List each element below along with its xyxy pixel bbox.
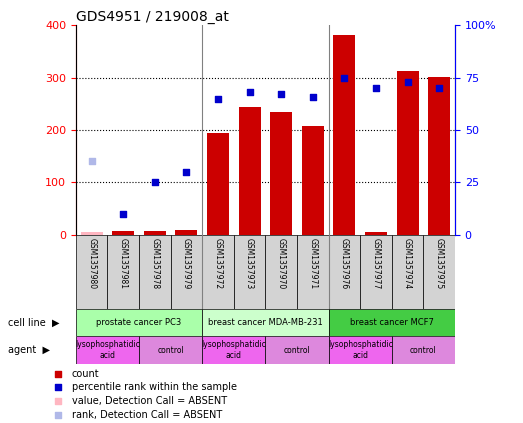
Bar	[333, 35, 356, 235]
Point	[214, 95, 222, 102]
Point	[340, 74, 349, 81]
Text: lysophosphatidic
acid: lysophosphatidic acid	[328, 341, 393, 360]
Point	[54, 412, 62, 418]
Bar	[76, 309, 202, 336]
Text: percentile rank within the sample: percentile rank within the sample	[72, 382, 237, 393]
Bar	[207, 133, 229, 235]
Bar	[328, 309, 455, 336]
Text: control: control	[410, 346, 437, 354]
Bar	[302, 126, 324, 235]
Bar	[107, 235, 139, 309]
Bar	[170, 235, 202, 309]
Text: lysophosphatidic
acid: lysophosphatidic acid	[201, 341, 266, 360]
Text: breast cancer MDA-MB-231: breast cancer MDA-MB-231	[208, 318, 323, 327]
Text: GSM1357976: GSM1357976	[340, 239, 349, 290]
Point	[309, 93, 317, 100]
Bar	[175, 230, 198, 235]
Point	[54, 398, 62, 404]
Bar	[234, 235, 266, 309]
Point	[119, 211, 128, 217]
Point	[54, 370, 62, 377]
Text: GSM1357979: GSM1357979	[182, 239, 191, 290]
Point	[182, 169, 190, 176]
Text: GSM1357972: GSM1357972	[213, 239, 222, 290]
Text: rank, Detection Call = ABSENT: rank, Detection Call = ABSENT	[72, 410, 222, 420]
Point	[245, 89, 254, 96]
Text: GSM1357971: GSM1357971	[309, 239, 317, 290]
Text: GSM1357974: GSM1357974	[403, 239, 412, 290]
Bar	[365, 232, 387, 235]
Text: count: count	[72, 369, 99, 379]
Text: GSM1357977: GSM1357977	[371, 239, 381, 290]
Bar	[428, 77, 450, 235]
Bar	[139, 235, 170, 309]
Bar	[202, 309, 328, 336]
Text: GSM1357980: GSM1357980	[87, 239, 96, 290]
Bar	[396, 71, 419, 235]
Text: GSM1357978: GSM1357978	[150, 239, 160, 290]
Bar	[76, 235, 107, 309]
Point	[87, 158, 96, 165]
Text: agent  ▶: agent ▶	[8, 345, 50, 355]
Text: cell line  ▶: cell line ▶	[8, 318, 59, 327]
Bar	[392, 235, 424, 309]
Bar	[297, 235, 328, 309]
Bar	[424, 235, 455, 309]
Bar	[266, 235, 297, 309]
Text: GSM1357981: GSM1357981	[119, 239, 128, 289]
Point	[403, 79, 412, 85]
Text: GSM1357970: GSM1357970	[277, 239, 286, 290]
Bar	[112, 231, 134, 235]
Point	[54, 384, 62, 391]
Bar	[328, 235, 360, 309]
Bar	[76, 336, 139, 364]
Point	[277, 91, 286, 98]
Bar	[202, 235, 234, 309]
Text: control: control	[157, 346, 184, 354]
Point	[372, 85, 380, 92]
Text: breast cancer MCF7: breast cancer MCF7	[350, 318, 434, 327]
Bar	[392, 336, 455, 364]
Bar	[81, 232, 103, 235]
Point	[151, 179, 159, 186]
Text: control: control	[283, 346, 310, 354]
Text: GDS4951 / 219008_at: GDS4951 / 219008_at	[76, 10, 229, 25]
Text: GSM1357975: GSM1357975	[435, 239, 444, 290]
Bar	[270, 112, 292, 235]
Bar	[328, 336, 392, 364]
Bar	[139, 336, 202, 364]
Point	[435, 85, 444, 92]
Bar	[238, 107, 260, 235]
Text: value, Detection Call = ABSENT: value, Detection Call = ABSENT	[72, 396, 227, 406]
Text: lysophosphatidic
acid: lysophosphatidic acid	[75, 341, 140, 360]
Text: prostate cancer PC3: prostate cancer PC3	[96, 318, 181, 327]
Bar	[144, 231, 166, 235]
Bar	[266, 336, 328, 364]
Text: GSM1357973: GSM1357973	[245, 239, 254, 290]
Bar	[202, 336, 266, 364]
Bar	[360, 235, 392, 309]
